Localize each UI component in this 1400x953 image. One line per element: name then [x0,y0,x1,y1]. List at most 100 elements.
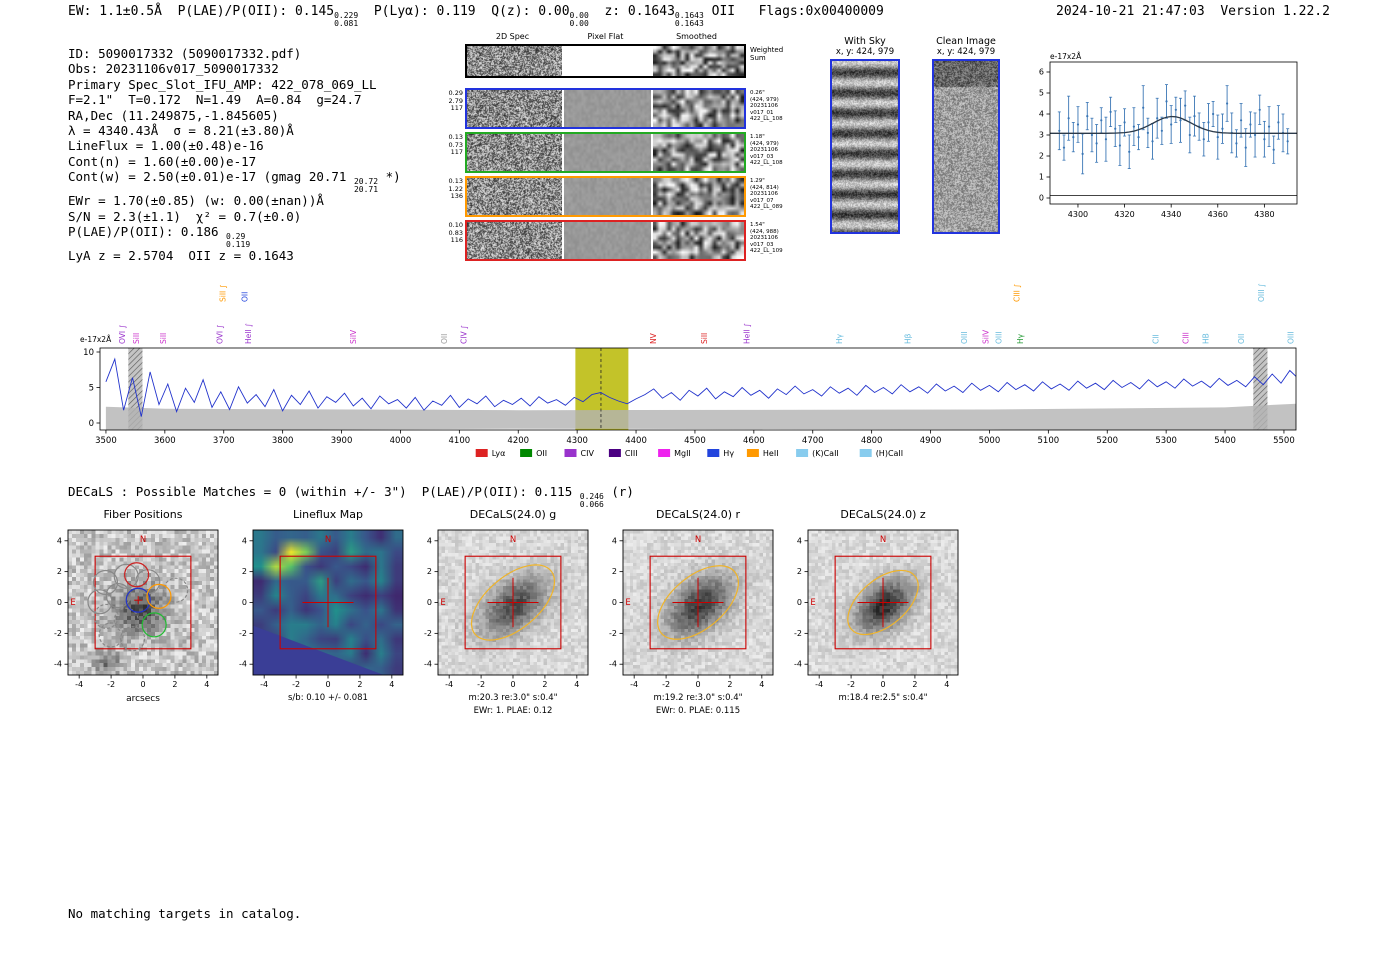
row-left-labels: 0.13 0.73 117 [439,133,463,157]
x-tick-label: 3500 [95,436,117,446]
info-block: ID: 5090017332 (5090017332.pdf) Obs: 2023… [68,46,401,263]
panel-caption: m:20.3 re:3.0" s:0.4" [468,693,557,703]
data-point [1174,108,1177,111]
spec-2d-row [465,220,746,261]
emission-line-label: SiII [132,333,141,344]
aperture-ellipse [470,564,556,641]
x-tick-label: 4500 [684,436,706,446]
x-tick-label: 4100 [449,436,471,446]
x-tick-label: 3900 [331,436,353,446]
row-left-label: 0.73 [448,140,463,149]
data-point [1272,148,1275,151]
with-sky-image [830,59,900,234]
panel-image [68,530,218,675]
data-point [1235,142,1238,145]
spec-2d-image [467,134,562,171]
row-right-label: 20231106 [750,147,778,153]
row-right-label: 20231106 [750,235,778,241]
stack-lo: 0.066 [579,499,604,509]
info-line: P(LAE)/P(OII): 0.186 0.29 0.119 [68,224,401,248]
y-tick-label: -2 [239,629,247,638]
north-label: N [880,535,886,545]
emission-line-label: OII [440,334,449,344]
y-tick-label: 4 [242,536,247,545]
emission-line-label: SiIV [349,329,358,344]
gaussian-fit-line [1050,115,1297,134]
info-line: λ = 4340.43Å σ = 8.21(±3.80)Å [68,123,401,138]
data-point [1123,121,1126,124]
emission-line-label: SiII [159,333,168,344]
x-tick-label: 4340 [1161,210,1181,219]
data-point [1249,123,1252,126]
text-segment: LyA z = 2.5704 OII z = 0.1643 [68,248,294,264]
fiber-circle [120,626,146,652]
spectrum-line [105,357,1296,417]
data-point [1160,129,1163,132]
text-segment: Cont(w) = 2.50(±0.01)e-17 (gmag 20.71 [68,169,354,185]
legend-swatch [746,449,759,457]
x-tick-label: 4380 [1254,210,1274,219]
legend-label: (H)CaII [876,449,903,458]
panel-overlay: -4 -4 -2 -2 0 0 2 2 4 4 N Em:18.4 re:2.5" s:0.4" [794,529,959,703]
y-tick-label: -2 [609,629,617,638]
panel-caption: EWr: 1. PLAE: 0.12 [474,706,553,716]
y-tick-label: 2 [1039,152,1044,161]
info-line: Cont(n) = 1.60(±0.00)e-17 [68,154,401,169]
x-tick-label: -4 [75,680,83,689]
fiber-circle [146,583,172,609]
north-label: N [510,535,516,545]
legend-swatch [564,449,577,457]
text-segment: *) [378,169,401,185]
data-point [1170,123,1173,126]
y-tick-label: 0 [242,598,247,607]
x-tick-label: 4900 [920,436,942,446]
x-tick-label: 0 [695,680,700,689]
y-tick-label: 4 [612,536,617,545]
stacked-fraction: 0.229 0.081 [334,12,358,27]
spec-2d-row [465,132,746,173]
data-point [1104,138,1108,141]
row-left-label: 0.13 [448,177,463,185]
x-tick-label: 4320 [1114,210,1134,219]
panel-caption: EWr: 0. PLAE: 0.115 [656,706,740,716]
x-tick-label: 4300 [1068,210,1088,219]
stack-lo: 20.71 [353,184,379,194]
y-tick-label: 4 [797,536,802,545]
zoomed-line-plot-svg: 4300 4320 4340 4360 4380 0 1 2 3 4 5 6 e-17x2Å [1039,52,1298,219]
row-right-label: Sum [750,54,766,62]
data-point [1188,133,1191,137]
legend-label: CIII [625,449,638,458]
row-left-label: 0.13 [448,133,463,141]
fiber-circle [92,569,119,596]
legend-label: HeII [763,449,779,458]
y-axis-label: e-17x2Å [80,335,112,344]
panel-overlay: -4 -4 -2 -2 0 0 2 2 4 4 Ns/b: 0.10 +/- 0.081 [239,529,404,703]
data-point [1267,125,1271,128]
pixel-flat-image [564,178,651,215]
spec-2d-image [467,46,562,76]
row-right-labels: Weighted Sum [750,46,828,62]
text-segment: S/N = 2.3(±1.1) χ² = 0.7(±0.0) [68,208,302,224]
spec-2d-image [467,222,562,259]
fiber-circle [113,563,139,589]
data-point [1263,138,1266,141]
x-tick-label: 4 [389,680,394,689]
data-point [1184,104,1187,107]
data-point [1221,127,1224,130]
stack-hi: 0.1643 [674,11,704,20]
legend-swatch [520,449,533,457]
panel-title: Lineflux Map [292,508,364,521]
stack-lo: 0.081 [334,18,359,28]
legend-label: MgII [674,449,691,458]
stacked-fraction: 0.29 0.119 [226,233,250,248]
data-point [1062,146,1066,149]
y-tick-label: 0 [797,598,802,607]
row-left-label: 117 [450,148,463,156]
data-point [1081,152,1084,155]
x-tick-label: 4600 [743,436,765,446]
emission-line-label: OII [240,292,249,302]
